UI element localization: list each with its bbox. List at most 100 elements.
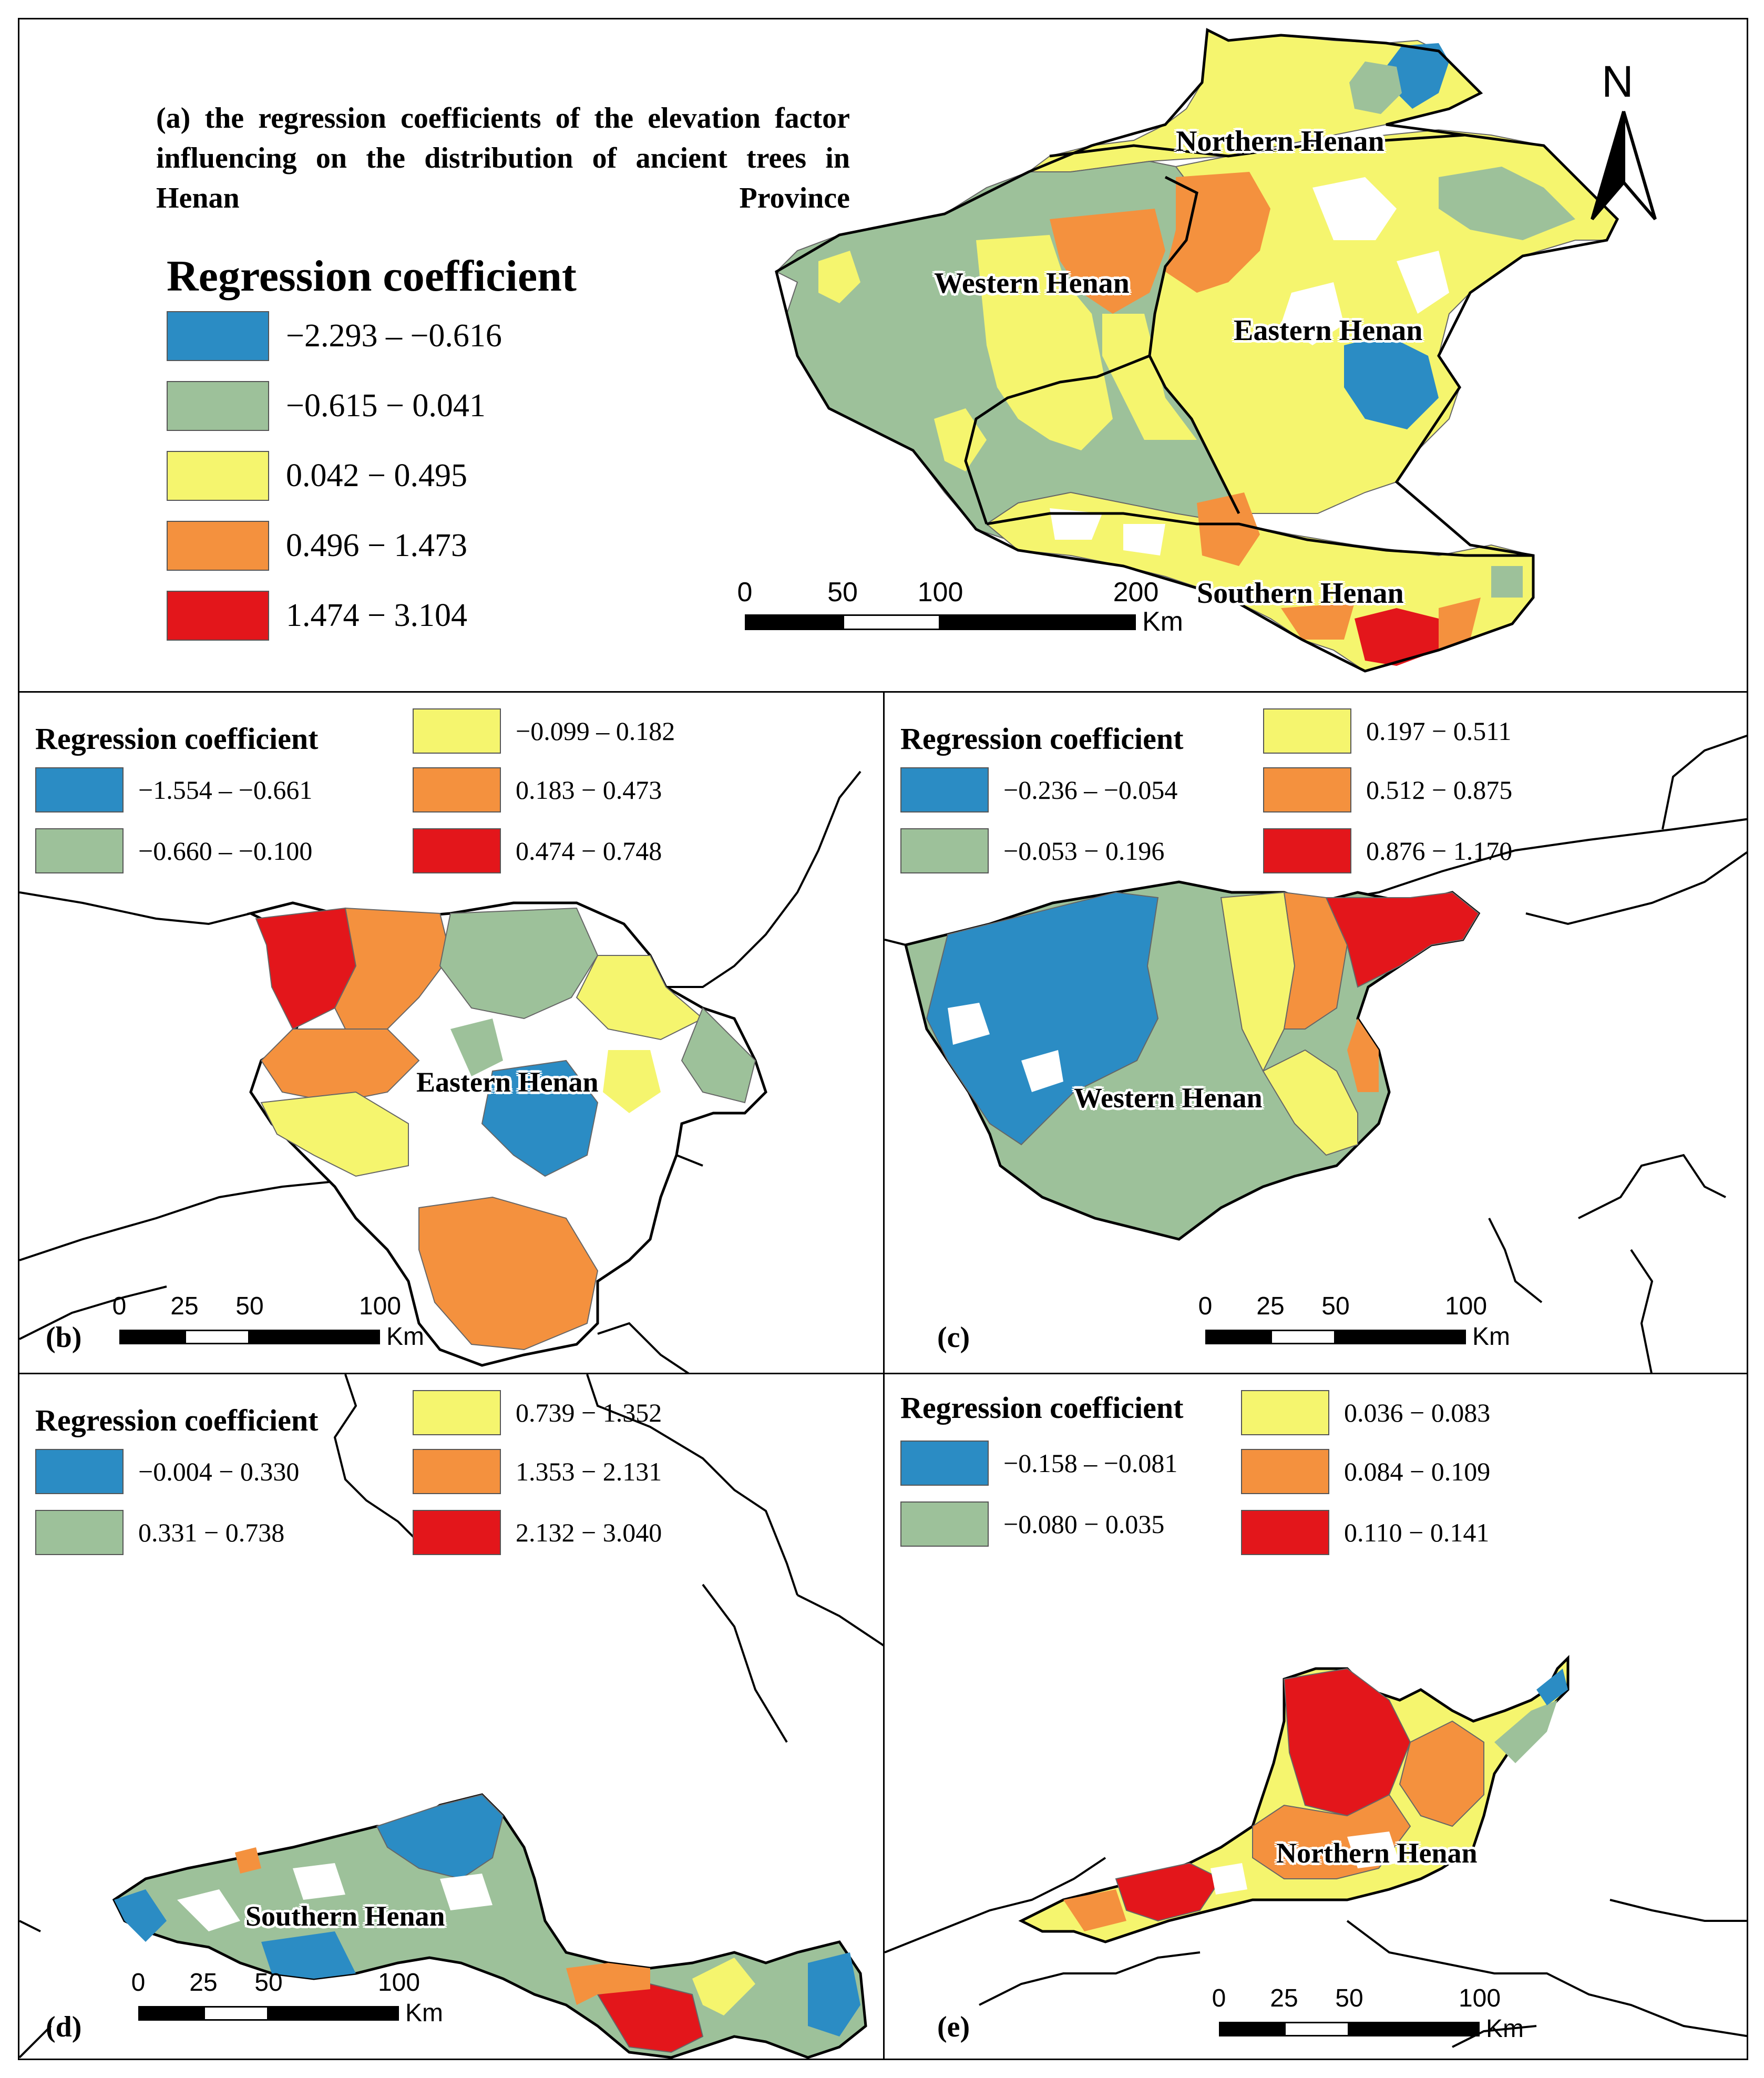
scale-tick: 0 (1212, 1984, 1226, 2012)
legend-item-3: −0.099 – 0.182 (413, 708, 675, 754)
legend-label: 0.739 − 1.352 (516, 1398, 662, 1427)
north-arrow: N (1586, 57, 1665, 230)
legend-label: −0.236 – −0.054 (1003, 775, 1178, 805)
scale-bar-graphic (119, 1330, 380, 1344)
legend-label: 0.036 − 0.083 (1344, 1398, 1491, 1427)
legend-item-5: 1.474 − 3.104 (167, 591, 467, 641)
legend-label: 0.496 − 1.473 (286, 528, 467, 563)
scale-bar-graphic (1205, 1330, 1466, 1344)
panel-letter: (b) (46, 1321, 82, 1354)
legend-label: 0.042 − 0.495 (286, 458, 467, 493)
legend-item-2: −0.615 − 0.041 (167, 381, 486, 431)
legend-a: Regression coefficient −2.293 – −0.616 −… (167, 251, 640, 682)
panel-letter: (c) (937, 1321, 970, 1354)
scale-bar-graphic (138, 2006, 399, 2021)
scale-unit: Km (1472, 1323, 1510, 1351)
region-boundaries (775, 28, 1619, 673)
scale-tick: 100 (917, 577, 963, 608)
north-label: N (1602, 57, 1634, 106)
legend-item-5: 0.110 − 0.141 (1241, 1510, 1489, 1555)
map-a (775, 28, 1619, 673)
legend-label: 0.474 − 0.748 (516, 836, 662, 866)
map-c (885, 734, 1747, 1373)
region-label: Western Henan (1074, 1082, 1263, 1114)
scale-bar-e: 0 25 50 100 Km (1212, 1984, 1587, 2052)
legend-swatch-green (900, 1501, 989, 1547)
legend-item-1: −0.004 − 0.330 (35, 1449, 299, 1494)
map-b (19, 770, 862, 1373)
scale-tick: 100 (377, 1969, 421, 1997)
legend-swatch-yellow (413, 708, 501, 754)
legend-c: Regression coefficient −0.236 – −0.054 −… (900, 708, 1741, 873)
legend-item-2: −0.080 − 0.035 (900, 1501, 1164, 1547)
scale-tick: 100 (358, 1292, 402, 1320)
legend-item-1: −2.293 – −0.616 (167, 311, 502, 361)
panel-e: Regression coefficient −0.158 – −0.081 −… (883, 1373, 1748, 2060)
region-label: Northern Henan (1276, 1837, 1478, 1869)
neighbor-boundaries (19, 770, 862, 1373)
legend-swatch-yellow (1263, 708, 1351, 754)
legend-label: 1.353 − 2.131 (516, 1457, 662, 1486)
panel-letter: (d) (46, 2011, 82, 2043)
region-label: Southern Henan (245, 1900, 445, 1932)
panel-d: Regression coefficient −0.004 − 0.330 0.… (18, 1373, 885, 2060)
region-label: Eastern Henan (416, 1066, 599, 1098)
legend-swatch-orange (413, 767, 501, 812)
legend-label: −1.554 – −0.661 (138, 775, 313, 805)
legend-item-2: 0.331 − 0.738 (35, 1510, 284, 1555)
scale-tick: 50 (254, 1969, 283, 1997)
legend-swatch-orange (167, 521, 269, 571)
legend-swatch-green (35, 1510, 124, 1555)
scale-unit: Km (1142, 606, 1183, 637)
legend-swatch-blue (35, 767, 124, 812)
scale-tick: 0 (131, 1969, 146, 1997)
legend-swatch-blue (35, 1449, 124, 1494)
legend-label: 1.474 − 3.104 (286, 598, 467, 633)
legend-swatch-orange (1263, 767, 1351, 812)
legend-item-4: 0.512 − 0.875 (1263, 767, 1512, 812)
scale-tick: 25 (189, 1969, 218, 1997)
region-label-western: Western Henan (934, 267, 1130, 300)
scale-tick: 100 (1444, 1292, 1488, 1320)
region-label-southern: Southern Henan (1197, 577, 1404, 610)
legend-title: Regression coefficient (900, 1391, 1184, 1425)
legend-swatch-red (1263, 828, 1351, 873)
legend-swatch-red (413, 828, 501, 873)
panel-a: (a) the regression coefficients of the e… (18, 18, 1748, 693)
scale-unit: Km (405, 1999, 443, 2027)
legend-swatch-orange (1241, 1449, 1329, 1494)
scale-bar-graphic (1219, 2022, 1480, 2036)
scale-tick: 0 (112, 1292, 127, 1320)
legend-swatch-green (900, 828, 989, 873)
southern-henan-map (112, 1793, 867, 2059)
eastern-henan-map (247, 901, 767, 1367)
legend-swatch-green (35, 828, 124, 873)
legend-swatch-blue (900, 1441, 989, 1486)
legend-swatch-red (167, 591, 269, 641)
legend-item-1: −1.554 – −0.661 (35, 767, 312, 812)
scale-tick: 200 (1113, 577, 1159, 608)
panel-b: Regression coefficient −1.554 – −0.661 −… (18, 691, 885, 1374)
northern-henan-map (1018, 1654, 1570, 1943)
scale-tick: 50 (1321, 1292, 1350, 1320)
legend-label: 0.197 − 0.511 (1366, 716, 1512, 746)
scale-unit: Km (386, 1323, 424, 1351)
scale-tick: 25 (1256, 1292, 1285, 1320)
legend-item-3: 0.042 − 0.495 (167, 451, 467, 501)
scale-tick: 50 (827, 577, 858, 608)
legend-label: 0.110 − 0.141 (1344, 1518, 1490, 1547)
legend-label: 2.132 − 3.040 (516, 1518, 662, 1547)
legend-item-5: 0.474 − 0.748 (413, 828, 662, 873)
legend-item-2: −0.053 − 0.196 (900, 828, 1164, 873)
legend-swatch-yellow (413, 1390, 501, 1435)
legend-title: Regression coefficient (900, 722, 1184, 756)
legend-label: −0.004 − 0.330 (138, 1457, 300, 1486)
legend-swatch-red (1241, 1510, 1329, 1555)
legend-label: 0.183 − 0.473 (516, 775, 662, 805)
scale-unit: Km (1486, 2015, 1524, 2043)
panel-letter: (e) (937, 2011, 970, 2043)
map-title: (a) the regression coefficients of the e… (156, 102, 850, 214)
legend-item-5: 0.876 − 1.170 (1263, 828, 1512, 873)
scale-tick: 100 (1458, 1984, 1501, 2012)
legend-label: 0.876 − 1.170 (1366, 836, 1513, 866)
